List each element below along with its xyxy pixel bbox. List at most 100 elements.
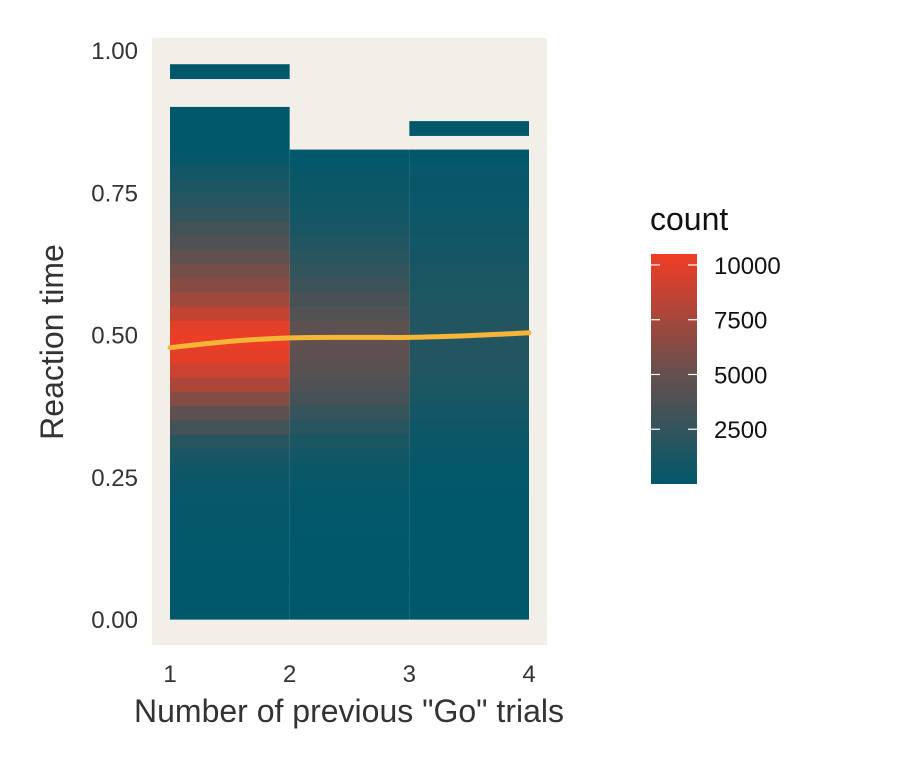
heatmap-tile: [170, 206, 290, 222]
heatmap-tile: [170, 135, 290, 151]
heatmap-tile: [289, 206, 410, 222]
heatmap-tile: [170, 149, 290, 165]
heatmap-tile: [170, 547, 290, 563]
heatmap-tile: [170, 121, 290, 136]
x-tick-label: 1: [163, 661, 176, 688]
heatmap-tile: [170, 64, 290, 80]
heatmap-tile: [170, 391, 290, 407]
heatmap-tile: [289, 220, 410, 236]
x-axis: 1 2 3 4: [163, 661, 535, 688]
heatmap-tile: [409, 121, 529, 136]
x-tick-label: 4: [522, 661, 535, 688]
x-tick-label: 2: [283, 661, 296, 688]
heatmap-tile: [289, 291, 410, 307]
heatmap-tile: [289, 434, 410, 449]
heatmap-tile: [409, 562, 529, 577]
heatmap-tile: [170, 533, 290, 549]
heatmap-tile: [289, 405, 410, 421]
heatmap-tile: [409, 547, 529, 563]
x-axis-title: Number of previous "Go" trials: [134, 693, 564, 729]
heatmap-tile: [289, 547, 410, 563]
heatmap-tile: [409, 576, 529, 592]
heatmap-tile: [409, 533, 529, 549]
colorbar-tick-label: 2500: [714, 417, 767, 444]
heatmap-tile: [289, 306, 410, 321]
heatmap-tile: [170, 405, 290, 421]
heatmap-tile: [289, 519, 410, 535]
heatmap-tile: [289, 178, 410, 193]
y-tick-label: 0.50: [91, 323, 138, 350]
heatmap-tile: [409, 462, 529, 478]
heatmap-tile: [289, 192, 410, 208]
heatmap-tile: [170, 178, 290, 193]
heatmap-tile: [170, 291, 290, 307]
heatmap-tile: [409, 149, 529, 165]
heatmap-tile: [170, 562, 290, 577]
y-tick-label: 1.00: [91, 38, 138, 65]
heatmap-tile: [289, 362, 410, 378]
heatmap-tile: [170, 490, 290, 506]
heatmap-tile: [170, 476, 290, 492]
heatmap-tile: [170, 419, 290, 435]
heatmap-tile: [170, 448, 290, 464]
heatmap-tile: [170, 377, 290, 392]
heatmap-tile: [170, 234, 290, 250]
heatmap-tile: [170, 576, 290, 592]
heatmap-tile: [170, 277, 290, 293]
heatmap-tile: [170, 604, 290, 620]
heatmap-tile: [409, 348, 529, 364]
heatmap-tile: [170, 220, 290, 236]
heatmap-tile: [409, 362, 529, 378]
heatmap-tile: [170, 320, 290, 336]
legend-title: count: [650, 201, 728, 237]
heatmap-tile: [409, 206, 529, 222]
colorbar: [651, 254, 697, 484]
y-axis-title: Reaction time: [34, 244, 70, 440]
heatmap-tile: [289, 604, 410, 620]
heatmap-tile: [289, 320, 410, 336]
heatmap-tile: [289, 277, 410, 293]
colorbar-tick-label: 7500: [714, 308, 767, 335]
heatmap-tile: [289, 149, 410, 165]
heatmap-tile: [409, 419, 529, 435]
heatmap-tile: [409, 505, 529, 521]
heatmap-tile: [170, 249, 290, 264]
heatmap-tiles: [170, 64, 529, 620]
heatmap-tile: [409, 291, 529, 307]
colorbar-legend: count 2500 5000 7500 10000: [650, 201, 781, 484]
heatmap-tile: [289, 505, 410, 521]
heatmap-tile: [170, 306, 290, 321]
y-tick-label: 0.00: [91, 607, 138, 634]
heatmap-tile: [409, 306, 529, 321]
heatmap-tile: [170, 434, 290, 449]
heatmap-tile: [409, 220, 529, 236]
y-tick-label: 0.75: [91, 180, 138, 207]
y-axis: 0.00 0.25 0.50 0.75 1.00: [91, 38, 138, 634]
heatmap-tile: [170, 348, 290, 364]
heatmap-tile: [170, 163, 290, 179]
colorbar-tick-label: 10000: [714, 253, 781, 280]
y-tick-label: 0.25: [91, 465, 138, 492]
heatmap-tile: [170, 462, 290, 478]
heatmap-tile: [289, 490, 410, 506]
heatmap-tile: [170, 192, 290, 208]
heatmap-tile: [289, 562, 410, 577]
heatmap-tile: [289, 419, 410, 435]
heatmap-tile: [289, 462, 410, 478]
heatmap-tile: [409, 377, 529, 392]
heatmap-tile: [409, 163, 529, 179]
colorbar-ticks: 2500 5000 7500 10000: [651, 253, 781, 444]
heatmap-tile: [170, 519, 290, 535]
heatmap-tile: [170, 362, 290, 378]
heatmap-tile: [289, 249, 410, 264]
heatmap-tile: [289, 533, 410, 549]
heatmap-tile: [170, 505, 290, 521]
heatmap-tile: [289, 590, 410, 606]
colorbar-tick-label: 5000: [714, 362, 767, 389]
heatmap-tile: [409, 263, 529, 279]
heatmap-tile: [289, 163, 410, 179]
heatmap-tile: [289, 377, 410, 392]
x-tick-label: 3: [403, 661, 416, 688]
heatmap-tile: [409, 192, 529, 208]
